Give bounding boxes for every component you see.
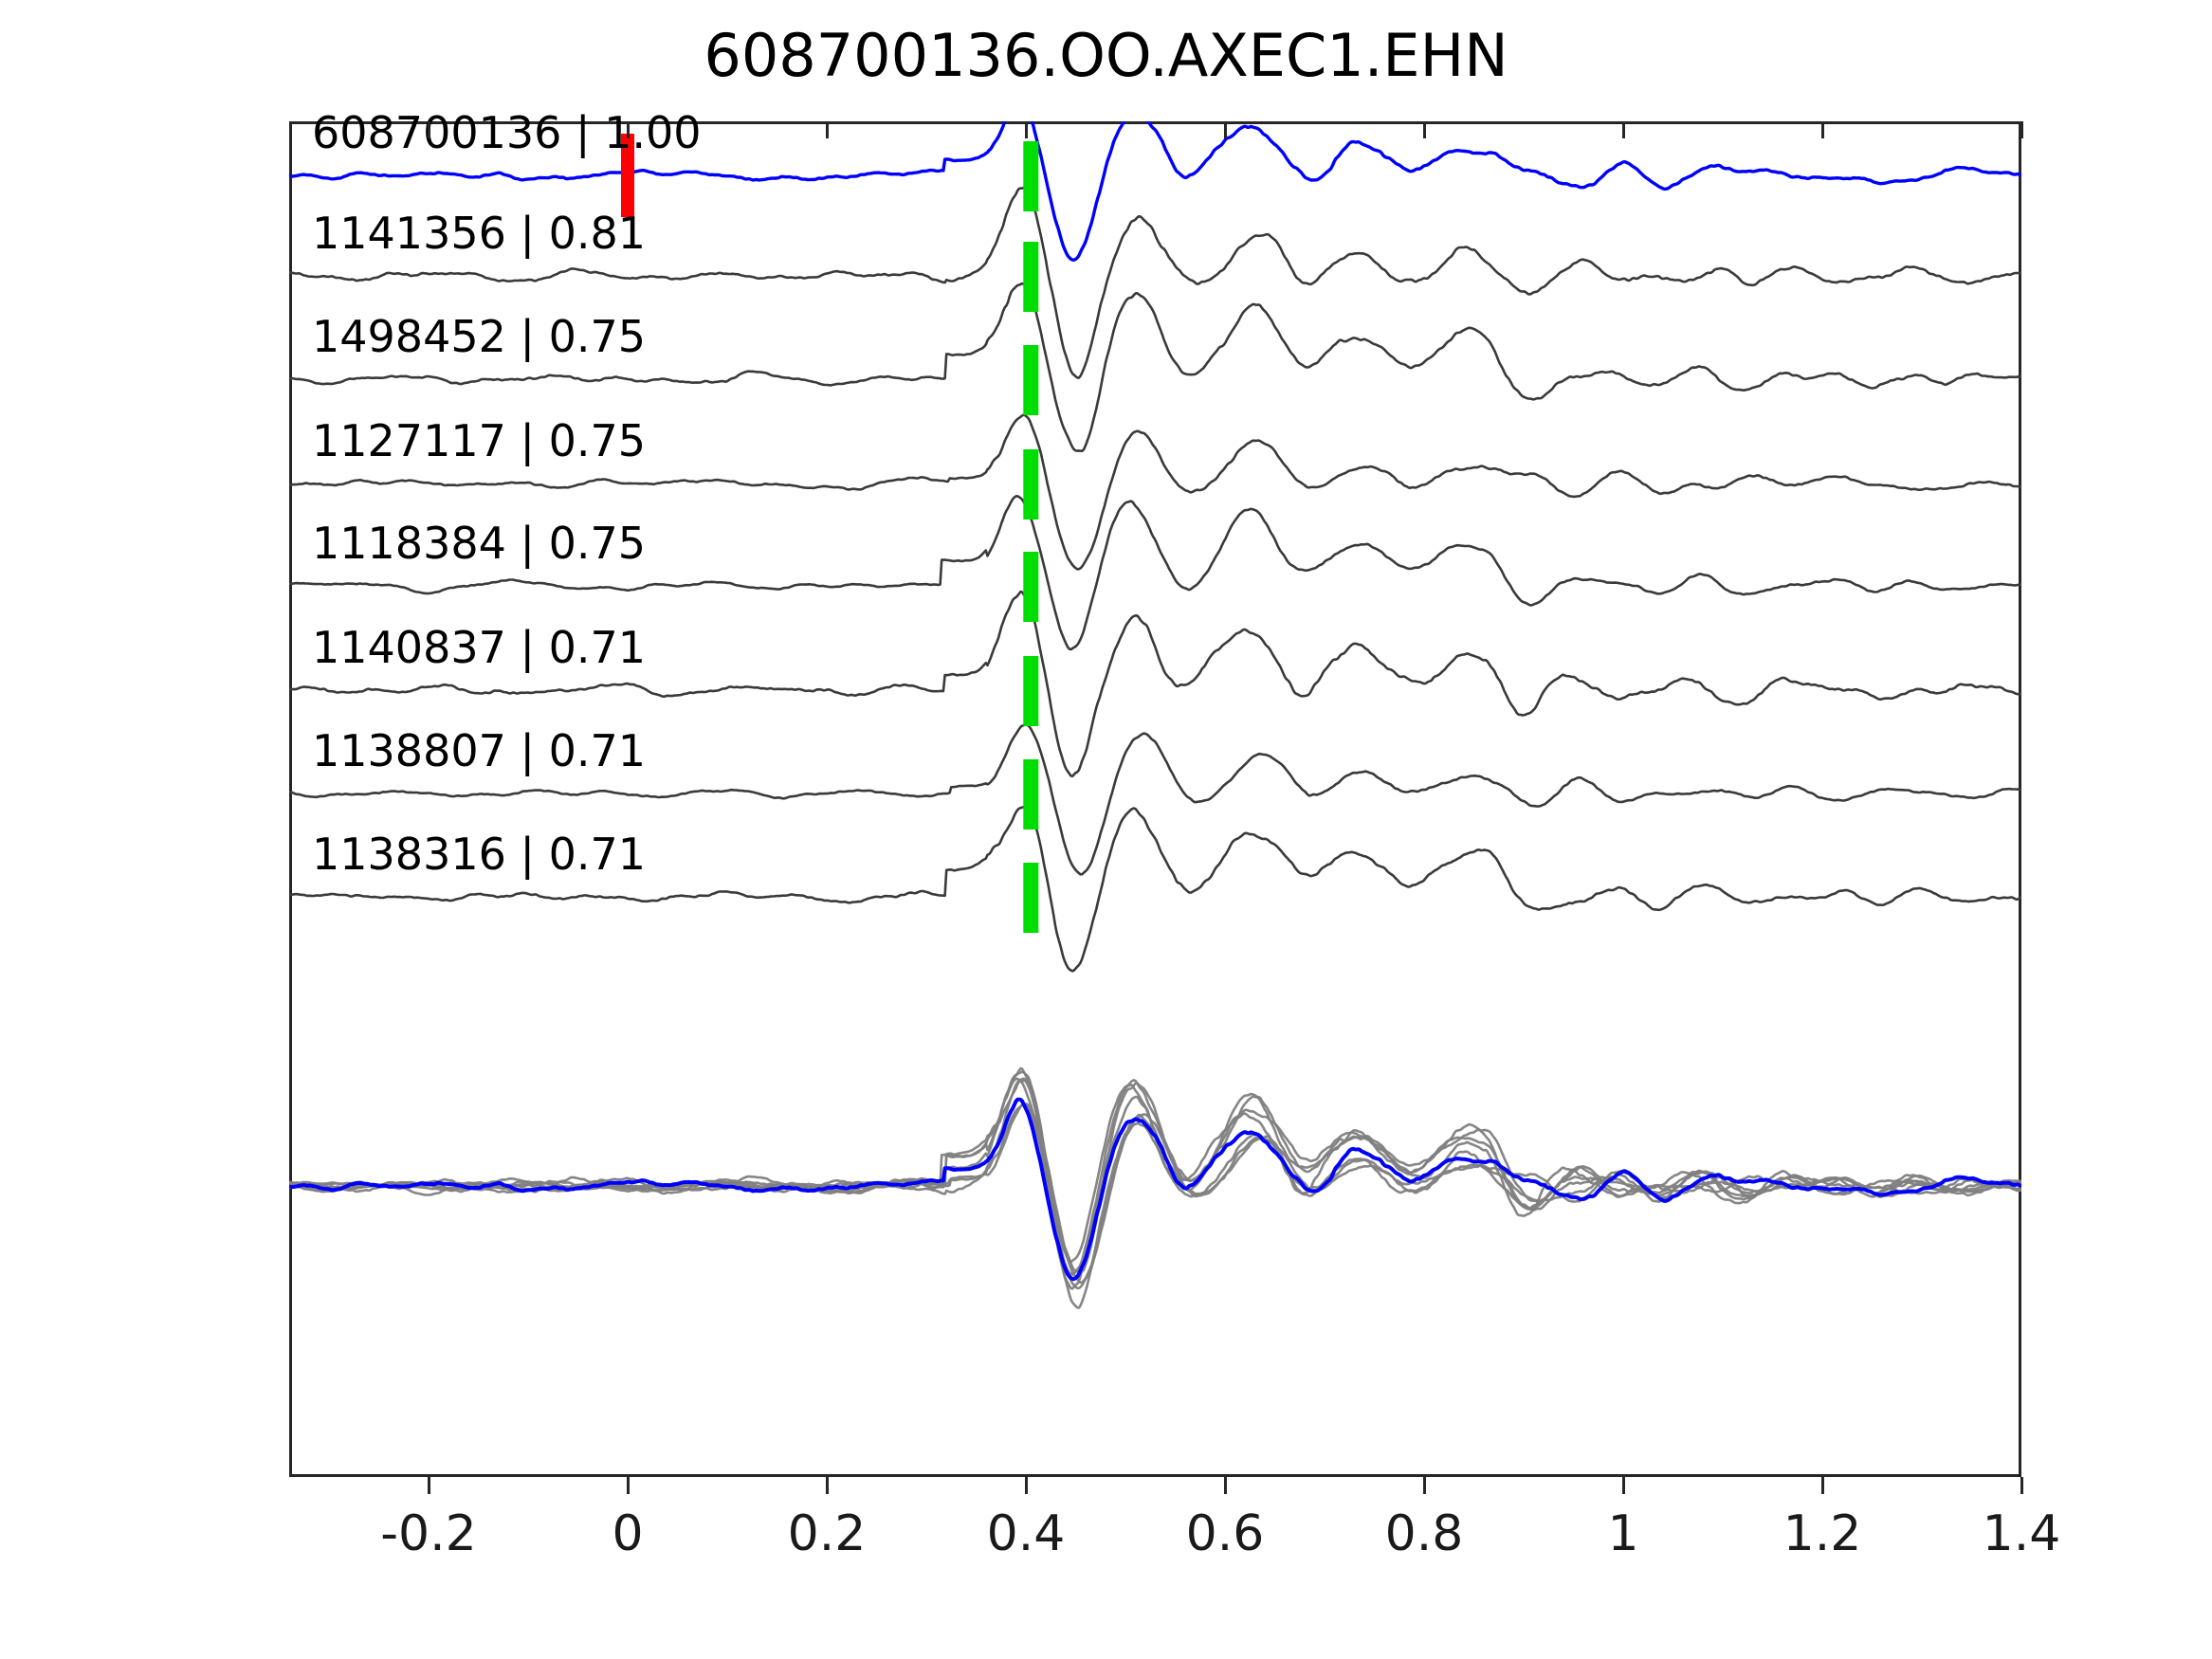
x-tick-mark-top (1622, 121, 1625, 138)
red-pick-marker (621, 134, 634, 217)
waveform-trace-1140837 (289, 590, 2021, 777)
green-align-marker-6 (1023, 759, 1039, 830)
trace-label-1140837: 1140837 | 0.71 (312, 622, 647, 673)
trace-label-1498452: 1498452 | 0.75 (312, 311, 647, 362)
green-align-marker-5 (1023, 656, 1039, 726)
waveform-trace-1138316 (289, 805, 2021, 973)
stack-trace-gray (289, 1077, 2021, 1264)
stack-trace-template (289, 1097, 2021, 1282)
x-tick-mark (627, 1477, 630, 1494)
green-align-marker-3 (1023, 449, 1039, 520)
x-tick-mark-top (1821, 121, 1824, 138)
x-tick-label: 1.4 (1982, 1505, 2061, 1562)
x-tick-label: 0.4 (986, 1505, 1066, 1562)
green-align-marker-2 (1023, 345, 1039, 415)
x-tick-mark-top (627, 121, 630, 138)
green-align-marker-4 (1023, 552, 1039, 622)
x-tick-label: 1.2 (1782, 1505, 1862, 1562)
x-tick-mark-top (1025, 121, 1028, 138)
x-tick-label: 1 (1607, 1505, 1639, 1562)
x-tick-mark-top (1423, 121, 1426, 138)
waveform-trace-1118384 (289, 495, 2021, 651)
x-tick-mark (2020, 1477, 2023, 1494)
waveform-trace-1138807 (289, 723, 2021, 876)
waveform-trace-1127117 (289, 413, 2021, 571)
x-tick-label: 0.6 (1185, 1505, 1265, 1562)
x-tick-mark (826, 1477, 829, 1494)
trace-label-1138807: 1138807 | 0.71 (312, 725, 647, 776)
x-tick-mark-top (826, 121, 829, 138)
x-tick-mark (1224, 1477, 1227, 1494)
green-align-marker-0 (1023, 141, 1039, 211)
plot-axes-frame (289, 121, 2021, 1477)
x-tick-mark-top (428, 121, 430, 138)
trace-label-1118384: 1118384 | 0.75 (312, 518, 647, 569)
waveform-trace-1141356 (289, 186, 2021, 379)
x-tick-mark (1821, 1477, 1824, 1494)
green-align-marker-1 (1023, 242, 1039, 312)
x-tick-mark (1025, 1477, 1028, 1494)
stack-trace-gray (289, 1070, 2021, 1273)
stack-trace-gray (289, 1077, 2021, 1276)
x-tick-label: 0 (612, 1505, 644, 1562)
trace-label-1141356: 1141356 | 0.81 (312, 208, 647, 259)
x-tick-mark (1423, 1477, 1426, 1494)
x-tick-mark (428, 1477, 430, 1494)
x-tick-label: 0.2 (787, 1505, 867, 1562)
x-tick-mark-top (2020, 121, 2023, 138)
waveform-trace-608700136 (289, 121, 2021, 262)
green-align-marker-7 (1023, 863, 1039, 933)
trace-label-608700136: 608700136 | 1.00 (312, 107, 702, 158)
trace-label-1138316: 1138316 | 0.71 (312, 829, 647, 880)
trace-label-1127117: 1127117 | 0.75 (312, 415, 647, 466)
waveform-trace-1498452 (289, 282, 2021, 453)
x-tick-mark-top (1224, 121, 1227, 138)
x-tick-label: 0.8 (1384, 1505, 1464, 1562)
waveform-canvas (289, 121, 2021, 1309)
x-tick-label: -0.2 (380, 1505, 477, 1562)
page-title: 608700136.OO.AXEC1.EHN (704, 21, 1508, 90)
x-tick-mark (1622, 1477, 1625, 1494)
